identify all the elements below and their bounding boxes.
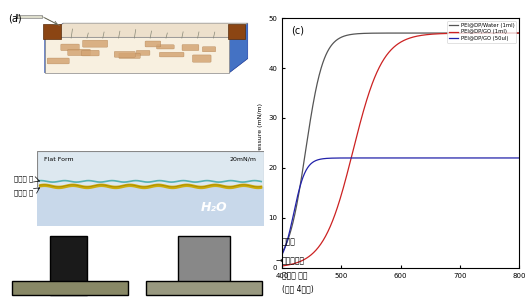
PEI@DP/Water (1ml) — [516, 31, 522, 35]
Polygon shape — [16, 15, 42, 18]
PEI@DP/GO (50ul) — [386, 156, 393, 160]
FancyBboxPatch shape — [192, 55, 211, 62]
FancyBboxPatch shape — [12, 281, 128, 294]
Y-axis label: Surface pressure (mN/m): Surface pressure (mN/m) — [258, 104, 262, 182]
FancyBboxPatch shape — [202, 47, 216, 52]
PEI@DP/Water (1ml) — [437, 31, 444, 35]
Text: 20mN/m: 20mN/m — [230, 157, 257, 162]
PEI@DP/GO (50ul) — [437, 156, 444, 160]
Text: →: → — [275, 256, 282, 265]
Polygon shape — [45, 23, 63, 73]
FancyBboxPatch shape — [61, 44, 79, 51]
FancyBboxPatch shape — [178, 236, 230, 284]
PEI@DP/GO (50ul) — [516, 156, 522, 160]
FancyBboxPatch shape — [136, 50, 150, 55]
FancyBboxPatch shape — [114, 51, 135, 57]
PEI@DP/Water (1ml) — [321, 58, 327, 62]
PEI@DP/Water (1ml) — [279, 251, 285, 254]
PEI@DP/GO (50ul) — [457, 156, 464, 160]
FancyBboxPatch shape — [146, 281, 262, 294]
PEI@DP/GO (1ml) — [437, 32, 444, 36]
PEI@DP/GO (1ml) — [279, 264, 285, 268]
Text: (직경 4인치): (직경 4인치) — [282, 284, 314, 293]
PEI@DP/GO (50ul) — [509, 156, 515, 160]
Text: 중성자: 중성자 — [282, 238, 296, 247]
FancyBboxPatch shape — [44, 24, 61, 39]
Text: (c): (c) — [291, 26, 305, 36]
Text: 그래핀 층: 그래핀 층 — [14, 176, 34, 182]
FancyBboxPatch shape — [83, 40, 108, 47]
PEI@DP/GO (1ml) — [516, 31, 522, 35]
FancyBboxPatch shape — [145, 41, 161, 47]
Polygon shape — [45, 23, 248, 37]
PEI@DP/GO (50ul) — [418, 156, 425, 160]
FancyBboxPatch shape — [182, 45, 199, 51]
PEI@DP/GO (50ul) — [340, 156, 346, 160]
PEI@DP/Water (1ml) — [386, 31, 393, 35]
PEI@DP/GO (1ml) — [386, 50, 393, 54]
PEI@DP/GO (50ul) — [321, 157, 327, 160]
Line: PEI@DP/GO (50ul): PEI@DP/GO (50ul) — [282, 158, 519, 255]
Polygon shape — [229, 23, 248, 73]
PEI@DP/Water (1ml) — [418, 31, 425, 35]
FancyBboxPatch shape — [37, 187, 264, 226]
FancyBboxPatch shape — [82, 50, 99, 56]
Polygon shape — [45, 59, 248, 73]
Text: (b): (b) — [11, 232, 24, 242]
Polygon shape — [45, 37, 229, 73]
Text: 반사측정용: 반사측정용 — [282, 256, 305, 265]
PEI@DP/GO (1ml) — [321, 237, 327, 241]
Legend: PEI@DP/Water (1ml), PEI@DP/GO (1ml), PEI@DP/GO (50ul): PEI@DP/Water (1ml), PEI@DP/GO (1ml), PEI… — [447, 21, 516, 43]
PEI@DP/Water (1ml) — [340, 35, 346, 38]
FancyBboxPatch shape — [159, 52, 184, 57]
Text: (a): (a) — [8, 13, 22, 23]
PEI@DP/GO (1ml) — [418, 33, 425, 37]
FancyBboxPatch shape — [68, 49, 90, 56]
Line: PEI@DP/Water (1ml): PEI@DP/Water (1ml) — [282, 33, 519, 253]
FancyBboxPatch shape — [157, 45, 174, 49]
FancyBboxPatch shape — [47, 58, 69, 64]
Text: 도파민 층: 도파민 층 — [14, 189, 34, 196]
Line: PEI@DP/GO (1ml): PEI@DP/GO (1ml) — [282, 33, 519, 266]
PEI@DP/Water (1ml) — [457, 31, 464, 35]
FancyBboxPatch shape — [228, 24, 245, 39]
PEI@DP/GO (1ml) — [457, 31, 464, 35]
Text: H₂O: H₂O — [200, 201, 227, 214]
FancyBboxPatch shape — [119, 53, 140, 58]
PEI@DP/GO (50ul) — [279, 253, 285, 256]
PEI@DP/GO (1ml) — [340, 188, 346, 191]
FancyBboxPatch shape — [51, 236, 86, 294]
FancyBboxPatch shape — [37, 150, 264, 226]
Text: Flat Form: Flat Form — [44, 157, 73, 162]
Text: 실리콘 기판: 실리콘 기판 — [282, 271, 307, 280]
